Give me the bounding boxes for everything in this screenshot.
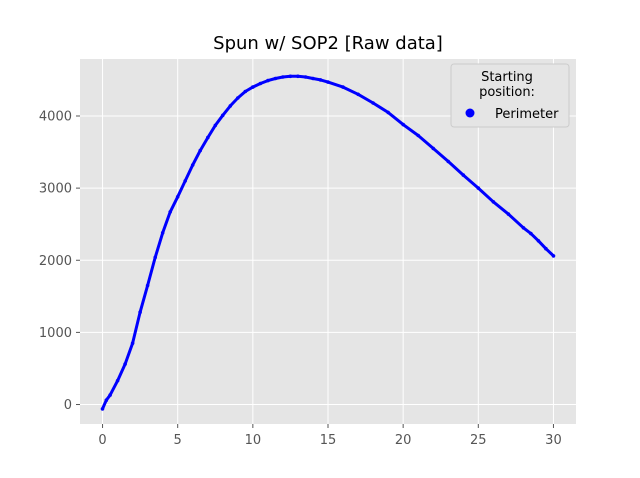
legend-title-line: position: bbox=[479, 85, 535, 100]
data-point-perimeter bbox=[521, 226, 526, 230]
data-point-perimeter bbox=[341, 85, 345, 89]
legend-title: Starting position: bbox=[479, 70, 535, 100]
data-point-perimeter bbox=[236, 96, 240, 100]
data-point-perimeter bbox=[213, 123, 218, 128]
data-point-perimeter bbox=[536, 239, 541, 243]
data-point-perimeter bbox=[461, 173, 466, 177]
data-point-perimeter bbox=[318, 78, 323, 82]
data-point-perimeter bbox=[168, 210, 172, 214]
y-tick-label: 0 bbox=[64, 398, 72, 413]
legend-label-perimeter: Perimeter bbox=[495, 107, 559, 122]
data-point-perimeter bbox=[326, 80, 330, 84]
legend-title-line: Starting bbox=[481, 70, 533, 85]
data-point-perimeter bbox=[431, 146, 436, 151]
data-point-perimeter bbox=[175, 195, 180, 199]
x-tick-label: 25 bbox=[470, 433, 487, 448]
data-point-perimeter bbox=[401, 122, 406, 127]
x-tick-label: 0 bbox=[98, 433, 106, 448]
data-point-perimeter bbox=[138, 310, 142, 315]
legend-marker-perimeter bbox=[465, 108, 475, 118]
data-point-perimeter bbox=[529, 231, 533, 236]
data-point-perimeter bbox=[183, 179, 187, 183]
data-point-perimeter bbox=[108, 393, 112, 397]
x-tick-label: 10 bbox=[245, 433, 262, 448]
data-point-perimeter bbox=[221, 113, 225, 118]
y-tick-label: 1000 bbox=[39, 326, 72, 341]
data-point-perimeter bbox=[273, 76, 278, 81]
data-point-perimeter bbox=[491, 200, 496, 204]
data-point-perimeter bbox=[160, 231, 165, 235]
data-point-perimeter bbox=[228, 104, 233, 108]
data-point-perimeter bbox=[266, 78, 270, 83]
grid-lines bbox=[80, 59, 576, 424]
data-point-perimeter bbox=[371, 101, 375, 105]
data-point-perimeter bbox=[243, 89, 248, 94]
data-point-perimeter bbox=[416, 133, 421, 138]
data-point-perimeter bbox=[115, 378, 120, 383]
data-point-perimeter bbox=[476, 186, 481, 190]
data-point-perimeter bbox=[258, 81, 263, 86]
data-point-perimeter bbox=[123, 362, 127, 366]
data-point-perimeter bbox=[100, 407, 105, 411]
x-tick-label: 20 bbox=[395, 433, 412, 448]
data-point-perimeter bbox=[311, 76, 315, 81]
data-point-perimeter bbox=[288, 74, 293, 79]
x-tick-label: 30 bbox=[545, 433, 562, 448]
data-point-perimeter bbox=[145, 283, 150, 288]
data-point-perimeter bbox=[446, 159, 451, 164]
data-point-perimeter bbox=[356, 92, 360, 97]
data-point-perimeter bbox=[130, 341, 135, 346]
y-tick-label: 2000 bbox=[39, 254, 72, 269]
data-point-perimeter bbox=[296, 74, 300, 79]
data-point-perimeter bbox=[198, 148, 202, 153]
data-point-perimeter bbox=[303, 75, 308, 79]
data-point-perimeter bbox=[153, 255, 157, 260]
data-point-perimeter bbox=[551, 254, 556, 258]
data-point-perimeter bbox=[386, 110, 390, 115]
y-tick-label: 3000 bbox=[39, 182, 72, 197]
x-tick-label: 15 bbox=[320, 433, 337, 448]
chart-title: Spun w/ SOP2 [Raw data] bbox=[213, 33, 443, 54]
x-tick-label: 5 bbox=[174, 433, 182, 448]
data-point-perimeter bbox=[190, 163, 195, 167]
data-point-perimeter bbox=[251, 85, 255, 89]
legend-box bbox=[450, 63, 570, 128]
data-point-perimeter bbox=[206, 135, 210, 140]
legend: Starting position: Perimeter bbox=[450, 63, 570, 128]
axis-ticks: 0 5 10 15 20 25 30 0 1000 2000 3000 4000 bbox=[39, 109, 562, 448]
data-point-perimeter bbox=[281, 75, 285, 79]
data-point-perimeter bbox=[544, 246, 548, 251]
series-layer bbox=[100, 74, 556, 411]
y-tick-label: 4000 bbox=[39, 109, 72, 124]
data-point-perimeter bbox=[506, 212, 511, 216]
data-point-perimeter bbox=[104, 398, 109, 403]
